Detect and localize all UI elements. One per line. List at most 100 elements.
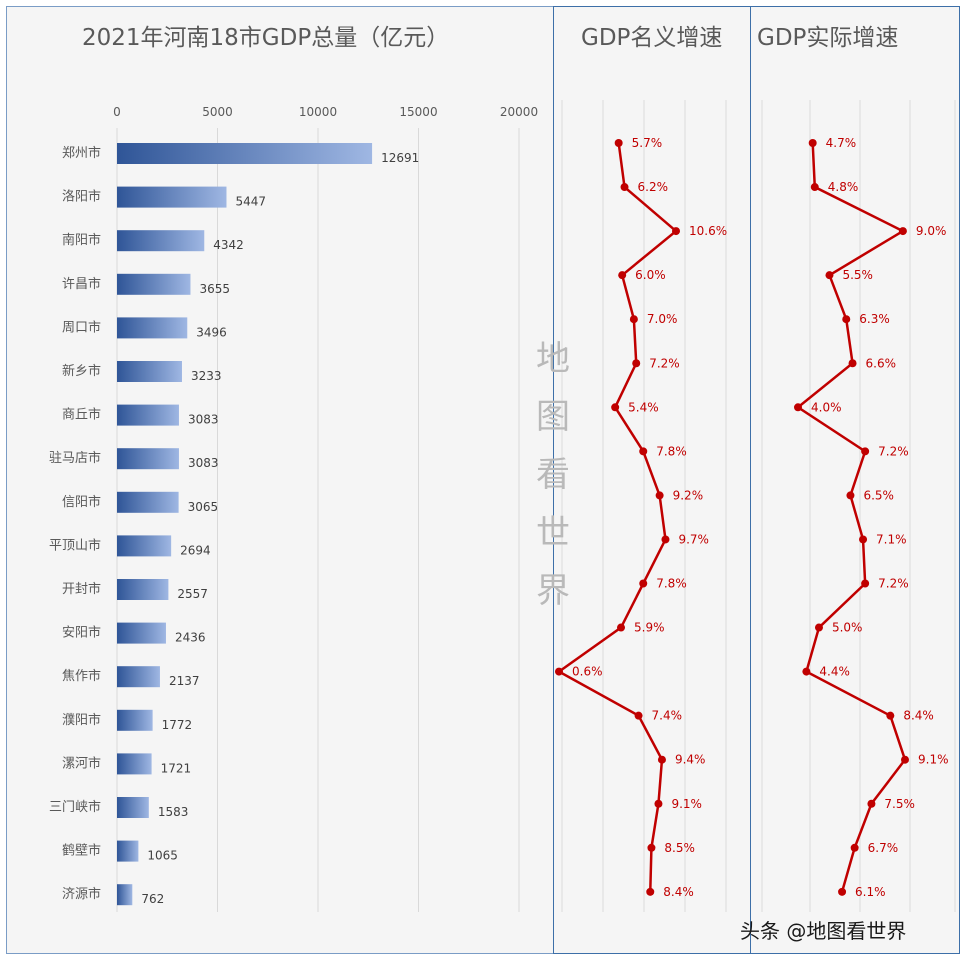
bar-value-label: 1772 xyxy=(162,718,193,732)
data-label: 7.5% xyxy=(884,797,915,811)
data-point xyxy=(850,843,859,852)
bar-value-label: 1065 xyxy=(147,849,178,863)
bar-value-label: 2557 xyxy=(177,587,208,601)
data-point xyxy=(555,667,563,676)
data-point xyxy=(617,623,626,632)
data-label: 7.1% xyxy=(876,532,907,546)
data-label: 9.1% xyxy=(918,753,949,767)
category-label: 漯河市 xyxy=(62,755,101,771)
data-point xyxy=(861,447,870,456)
bar-value-label: 3655 xyxy=(199,282,230,296)
data-point xyxy=(614,139,623,147)
nominal-chart-title: GDP名义增速 xyxy=(581,25,723,51)
category-label: 鹤壁市 xyxy=(62,843,101,859)
data-label: 7.2% xyxy=(878,444,909,458)
data-label: 7.2% xyxy=(878,577,909,591)
data-point xyxy=(646,887,655,896)
watermark-char: 看 xyxy=(536,455,570,495)
data-label: 8.4% xyxy=(663,885,694,899)
credit-text: 头条 @地图看世界 xyxy=(740,919,907,943)
bar xyxy=(117,579,169,600)
bar xyxy=(117,186,227,208)
data-point xyxy=(618,271,627,280)
bar-value-label: 3083 xyxy=(188,456,219,470)
data-point xyxy=(848,359,857,368)
data-point xyxy=(838,887,847,896)
data-label: 6.2% xyxy=(638,180,669,194)
bar-value-label: 3496 xyxy=(196,325,227,339)
category-label: 三门峡市 xyxy=(49,799,101,815)
data-label: 6.6% xyxy=(866,356,897,370)
watermark-char: 图 xyxy=(536,397,570,437)
data-label: 6.1% xyxy=(855,885,886,899)
bar-value-label: 1721 xyxy=(161,761,192,775)
data-label: 9.0% xyxy=(916,224,947,238)
category-label: 平顶山市 xyxy=(49,537,101,553)
data-label: 5.9% xyxy=(634,621,665,635)
data-label: 4.4% xyxy=(819,665,850,679)
bar-value-label: 2694 xyxy=(180,543,211,557)
data-label: 5.0% xyxy=(832,621,863,635)
real-chart-title: GDP实际增速 xyxy=(757,25,899,51)
category-label: 洛阳市 xyxy=(62,189,101,205)
data-point xyxy=(634,711,643,720)
bar-value-label: 3083 xyxy=(188,413,219,427)
category-label: 许昌市 xyxy=(62,276,101,292)
data-label: 10.6% xyxy=(689,224,727,238)
data-point xyxy=(657,755,666,764)
watermark-char: 界 xyxy=(536,571,570,611)
watermark-char: 地 xyxy=(536,339,570,379)
bar xyxy=(117,404,179,426)
data-point xyxy=(611,403,620,412)
data-point xyxy=(632,359,641,368)
data-label: 7.8% xyxy=(656,577,687,591)
data-label: 4.8% xyxy=(828,180,859,194)
bar-value-label: 3065 xyxy=(188,500,219,514)
watermark: 地 图 看 世 界 xyxy=(533,330,573,620)
x-tick-label: 20000 xyxy=(500,105,538,119)
bar-value-label: 762 xyxy=(141,892,164,906)
data-label: 7.8% xyxy=(656,444,687,458)
data-point xyxy=(661,535,670,544)
data-label: 6.3% xyxy=(859,312,890,326)
bar xyxy=(117,884,133,906)
data-point xyxy=(859,535,868,544)
bar xyxy=(117,753,152,775)
bar-value-label: 2436 xyxy=(175,631,206,645)
category-label: 驻马店市 xyxy=(49,450,101,466)
category-label: 郑州市 xyxy=(62,145,101,161)
data-point xyxy=(672,227,680,236)
data-point xyxy=(814,623,823,632)
data-point xyxy=(810,183,819,192)
data-label: 0.6% xyxy=(572,665,603,679)
bar xyxy=(117,273,191,295)
x-tick-label: 0 xyxy=(113,105,121,119)
category-label: 信阳市 xyxy=(62,494,101,510)
category-label: 新乡市 xyxy=(62,363,101,379)
bar xyxy=(117,709,153,731)
category-label: 南阳市 xyxy=(62,232,101,248)
gdp-chart-title: 2021年河南18市GDP总量（亿元） xyxy=(82,25,450,51)
bar-value-label: 5447 xyxy=(235,195,266,209)
data-point xyxy=(639,579,648,588)
data-label: 6.0% xyxy=(635,268,666,282)
data-label: 6.7% xyxy=(868,841,899,855)
data-label: 7.0% xyxy=(647,312,678,326)
category-label: 周口市 xyxy=(62,319,101,335)
data-label: 5.5% xyxy=(842,268,873,282)
bar xyxy=(117,535,172,557)
x-tick-label: 15000 xyxy=(399,105,437,119)
data-label: 6.5% xyxy=(863,488,894,502)
data-point xyxy=(794,403,802,412)
data-point xyxy=(898,227,907,236)
bar xyxy=(117,622,166,644)
data-point xyxy=(886,711,895,720)
data-label: 9.7% xyxy=(678,532,709,546)
nominal-growth-panel xyxy=(553,6,751,954)
data-label: 5.7% xyxy=(632,136,663,150)
bar xyxy=(117,230,205,252)
bar xyxy=(117,491,179,513)
x-tick-label: 5000 xyxy=(202,105,233,119)
data-point xyxy=(629,315,638,324)
